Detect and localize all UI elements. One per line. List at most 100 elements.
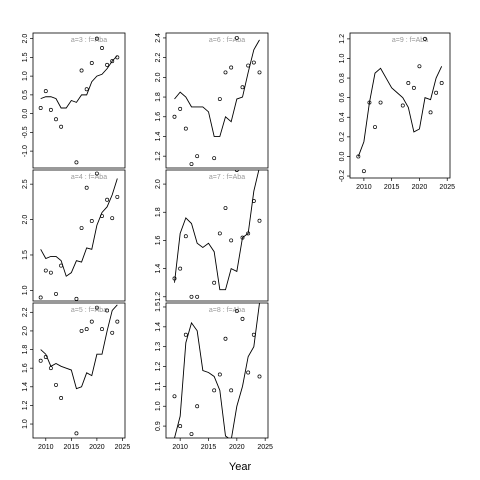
data-point bbox=[251, 199, 256, 203]
line-series bbox=[174, 39, 260, 137]
x-tick-label: 2015 bbox=[384, 184, 400, 191]
data-point bbox=[234, 35, 239, 40]
data-point bbox=[251, 332, 256, 337]
data-point bbox=[373, 125, 377, 130]
point-series bbox=[356, 36, 444, 174]
y-tick-label: 1.4 bbox=[22, 382, 29, 392]
x-tick-label: 2020 bbox=[89, 444, 105, 451]
point-series bbox=[172, 170, 262, 299]
data-point bbox=[178, 106, 183, 111]
data-point bbox=[246, 370, 251, 375]
x-tick-label: 2010 bbox=[38, 444, 54, 451]
data-point bbox=[100, 46, 104, 50]
panel-a3: a=3 : f=Aba -1.0 -0.5 0.0 0.5 1.0 1.5 2.0 bbox=[22, 32, 126, 169]
y-tick-label: 0.9 bbox=[155, 421, 162, 431]
data-point bbox=[428, 110, 433, 115]
y-tick-label: 1.8 bbox=[22, 345, 29, 355]
x-tick-label: 2025 bbox=[439, 184, 455, 191]
y-tick-label: 1.1 bbox=[155, 381, 162, 391]
data-point bbox=[212, 280, 217, 285]
y-tick-label: 1.5 bbox=[155, 302, 162, 312]
line-series bbox=[40, 55, 118, 109]
panel-a6: a=6 : f=Aba 1.2 1.4 1.6 1.8 2.0 2.2 2.4 bbox=[155, 32, 269, 169]
y-tick-label: 2.2 bbox=[22, 307, 29, 317]
data-point bbox=[105, 308, 110, 313]
data-point bbox=[54, 117, 58, 122]
point-series bbox=[38, 36, 120, 165]
data-point bbox=[105, 62, 110, 67]
y-tick-label: 0.5 bbox=[22, 90, 29, 100]
x-tick-label: 2020 bbox=[412, 184, 428, 191]
data-point bbox=[178, 266, 183, 271]
data-point bbox=[183, 234, 188, 239]
fit-line bbox=[357, 66, 443, 157]
y-tick-label: 2.0 bbox=[155, 179, 162, 189]
data-point bbox=[74, 296, 79, 301]
data-point bbox=[223, 70, 228, 75]
data-point bbox=[43, 89, 48, 94]
panel-a5: a=5 : f=Aba 1.0 1.2 1.4 1.6 1.8 2.0 2.2 2010 2015… bbox=[22, 302, 130, 451]
panel-frame bbox=[165, 169, 269, 302]
panel-title: a=4 : f=Aba bbox=[71, 174, 107, 181]
data-point bbox=[115, 55, 120, 60]
y-tick-label: 1.4 bbox=[155, 131, 162, 141]
x-tick-label: 2010 bbox=[356, 184, 372, 191]
x-tick-label: 2015 bbox=[201, 444, 217, 451]
y-tick-label: 1.2 bbox=[155, 151, 162, 161]
data-point bbox=[38, 106, 43, 110]
y-tick-label: 2.0 bbox=[22, 326, 29, 336]
data-point bbox=[178, 424, 183, 429]
fit-line bbox=[174, 303, 260, 438]
data-point bbox=[54, 291, 58, 296]
data-point bbox=[417, 64, 422, 69]
y-tick-label: 1.5 bbox=[22, 52, 29, 62]
data-point bbox=[94, 171, 99, 176]
data-point bbox=[105, 197, 110, 202]
data-point bbox=[38, 295, 43, 300]
y-tick-label: 2.0 bbox=[22, 34, 29, 44]
y-tick-label: 0.6 bbox=[339, 93, 346, 103]
y-tick-label: 2.4 bbox=[155, 33, 162, 43]
data-point bbox=[411, 85, 416, 90]
data-point bbox=[229, 238, 234, 243]
data-point bbox=[246, 63, 251, 68]
data-point bbox=[115, 319, 120, 324]
data-point bbox=[229, 65, 234, 70]
x-tick-label: 2015 bbox=[64, 444, 80, 451]
data-point bbox=[43, 268, 48, 273]
data-point bbox=[212, 156, 217, 161]
data-point bbox=[172, 276, 177, 281]
data-point bbox=[439, 81, 444, 85]
point-series bbox=[38, 305, 120, 436]
data-point bbox=[48, 107, 53, 112]
data-point bbox=[223, 336, 228, 341]
y-tick-label: 0.4 bbox=[339, 112, 346, 122]
data-point bbox=[367, 100, 372, 105]
y-tick-label: -0.5 bbox=[22, 126, 29, 138]
data-point bbox=[195, 154, 200, 159]
data-point bbox=[172, 394, 177, 399]
data-point bbox=[43, 355, 48, 359]
panel-title: a=6 : f=Aba bbox=[209, 37, 245, 44]
panel-title: a=8 : f=Aba bbox=[209, 307, 245, 314]
panel-title: a=7 : f=Aba bbox=[209, 174, 245, 181]
data-point bbox=[251, 60, 256, 65]
data-point bbox=[195, 294, 200, 299]
x-tick-label: 2020 bbox=[229, 444, 245, 451]
data-point bbox=[246, 231, 251, 236]
data-point bbox=[217, 372, 222, 377]
data-point bbox=[79, 68, 84, 73]
line-series bbox=[357, 66, 443, 157]
x-tick-label: 2010 bbox=[172, 444, 188, 451]
panel-frame bbox=[32, 302, 126, 439]
y-tick-label: 1.8 bbox=[155, 92, 162, 102]
y-tick-label: 1.6 bbox=[155, 235, 162, 245]
data-point bbox=[74, 160, 79, 165]
data-point bbox=[406, 81, 411, 85]
data-point bbox=[94, 36, 99, 41]
data-point bbox=[423, 36, 427, 41]
data-point bbox=[59, 263, 64, 268]
panel-a8: a=8 : f=Aba 0.9 1.0 1.1 1.2 1.3 1.4 1.5 2010 2015… bbox=[155, 302, 273, 451]
y-tick-label: -1.0 bbox=[22, 145, 29, 157]
data-point bbox=[240, 316, 245, 321]
